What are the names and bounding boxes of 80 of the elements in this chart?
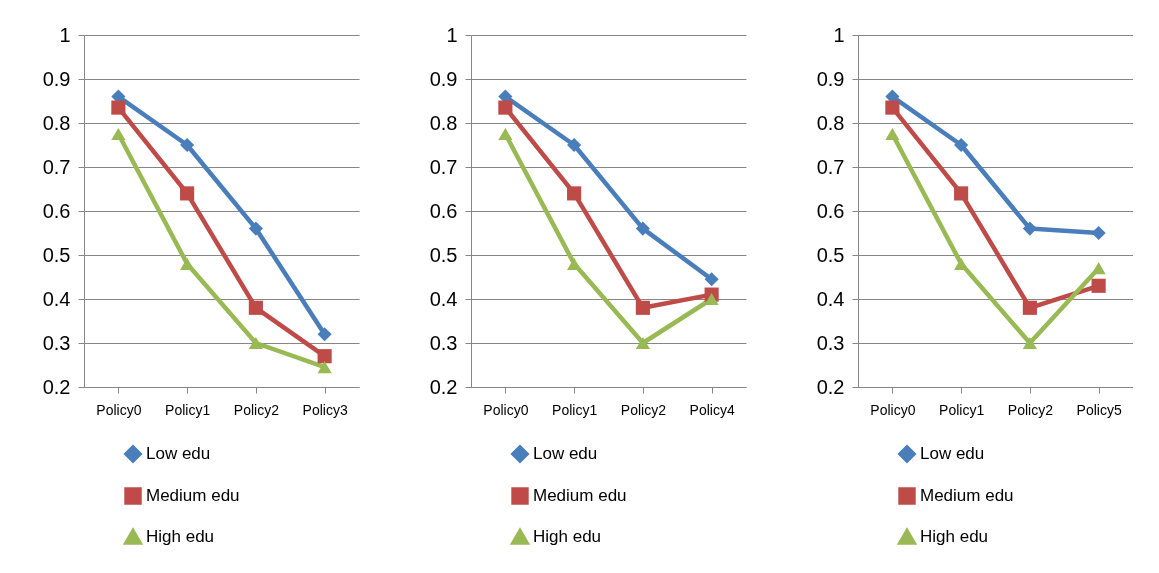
- point: [885, 100, 900, 115]
- y-tick-label: 0.9: [816, 67, 845, 90]
- x-tick-label: Policy1: [939, 401, 985, 418]
- y-tick-label: 0.2: [42, 375, 71, 398]
- point: [567, 186, 582, 201]
- point: [635, 300, 650, 315]
- y-tick-label: 0.8: [429, 111, 458, 134]
- point: [498, 100, 513, 115]
- y-tick-label: 0.9: [429, 67, 458, 90]
- point: [111, 100, 126, 115]
- y-tick-label: 0.6: [429, 199, 458, 222]
- y-tick-label: 0.4: [429, 287, 458, 310]
- y-tick-label: 0.6: [816, 199, 845, 222]
- y-tick-label: 0.6: [42, 199, 71, 222]
- y-tick-label: 0.3: [42, 331, 71, 354]
- point: [317, 327, 332, 342]
- y-tick-label: 0.8: [42, 111, 71, 134]
- point: [317, 349, 332, 364]
- point: [180, 257, 195, 270]
- point: [1091, 262, 1106, 275]
- y-tick-label: 1: [833, 23, 845, 46]
- point: [248, 336, 263, 350]
- y-tick-label: 0.2: [429, 375, 458, 398]
- point: [248, 300, 263, 315]
- y-tick-label: 0.7: [42, 155, 71, 178]
- point: [885, 127, 900, 141]
- x-tick-label: Policy0: [96, 401, 142, 418]
- x-tick-label: Policy0: [483, 401, 529, 418]
- point: [954, 257, 969, 270]
- point: [1022, 221, 1037, 236]
- legend-label: Low edu: [920, 444, 985, 463]
- y-tick-label: 0.4: [42, 287, 71, 310]
- point: [704, 292, 719, 306]
- point: [317, 361, 332, 374]
- x-tick-label: Policy4: [689, 401, 735, 418]
- x-tick-label: Policy2: [1007, 401, 1054, 418]
- y-tick-label: 1: [59, 23, 71, 46]
- point: [111, 127, 126, 141]
- legend-label: Low edu: [533, 444, 598, 463]
- point: [1091, 225, 1106, 241]
- legend-label: High edu: [533, 527, 602, 546]
- point: [954, 186, 969, 201]
- x-tick-label: Policy1: [552, 401, 598, 418]
- point: [635, 336, 650, 350]
- point: [954, 137, 969, 153]
- legend-label: High edu: [146, 527, 215, 546]
- y-tick-label: 0.2: [816, 375, 845, 398]
- point: [1091, 278, 1106, 293]
- legend-label: Medium edu: [533, 486, 627, 505]
- x-tick-label: Policy1: [165, 401, 211, 418]
- x-tick-label: Policy5: [1076, 401, 1122, 418]
- y-tick-label: 0.7: [816, 155, 845, 178]
- y-tick-label: 0.4: [816, 287, 845, 310]
- point: [567, 137, 582, 153]
- x-tick-label: Policy2: [620, 401, 667, 418]
- x-tick-label: Policy3: [302, 401, 348, 418]
- point: [180, 137, 195, 153]
- y-tick-label: 0.5: [816, 243, 845, 266]
- point: [248, 221, 263, 236]
- point: [704, 272, 719, 287]
- y-tick-label: 0.7: [429, 155, 458, 178]
- y-tick-label: 0.3: [816, 331, 845, 354]
- y-tick-label: 0.5: [42, 243, 71, 266]
- legend-label: High edu: [920, 527, 989, 546]
- legend-label: Medium edu: [146, 486, 240, 505]
- y-tick-label: 0.8: [816, 111, 845, 134]
- point: [1022, 300, 1037, 315]
- legend-label: Medium edu: [920, 486, 1014, 505]
- y-tick-label: 1: [446, 23, 458, 46]
- x-tick-label: Policy0: [870, 401, 916, 418]
- y-tick-label: 0.9: [42, 67, 71, 90]
- point: [180, 186, 195, 201]
- x-tick-label: Policy2: [233, 401, 280, 418]
- y-tick-label: 0.3: [429, 331, 458, 354]
- point: [635, 221, 650, 236]
- point: [498, 127, 513, 141]
- point: [1022, 336, 1037, 350]
- y-tick-label: 0.5: [429, 243, 458, 266]
- point: [567, 257, 582, 270]
- legend-label: Low edu: [146, 444, 211, 463]
